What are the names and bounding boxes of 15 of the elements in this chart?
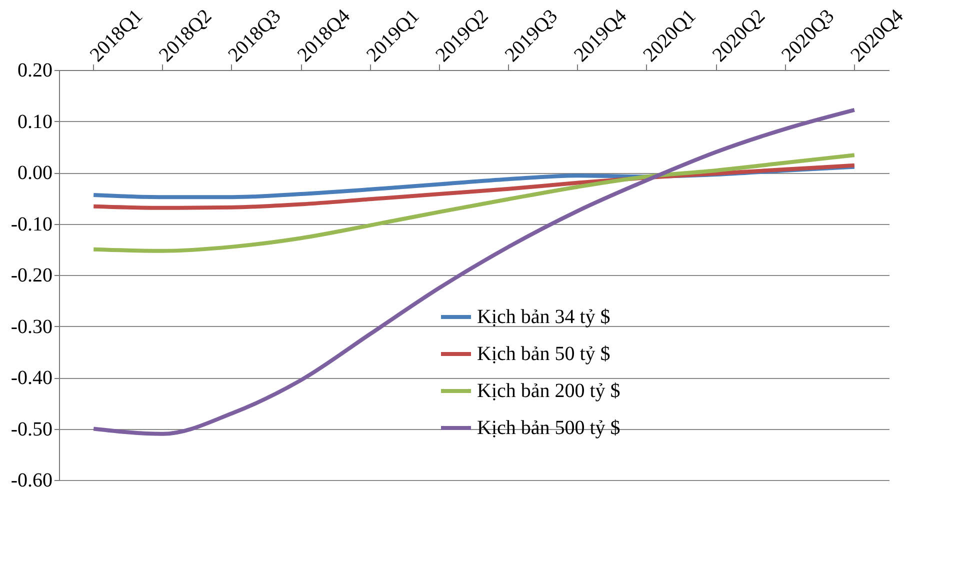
y-tick-label: -0.10 — [10, 213, 52, 236]
y-tick-label: 0.10 — [18, 110, 52, 133]
y-tick-label: 0.00 — [18, 162, 52, 184]
y-tick-label: -0.40 — [10, 367, 52, 389]
y-tick-label: -0.30 — [10, 316, 52, 338]
line-series — [92, 163, 856, 210]
y-tick-label: 0.20 — [18, 60, 52, 82]
line-series — [92, 153, 856, 253]
y-tick-label: -0.60 — [10, 470, 52, 492]
legend-label: Kịch bản 500 tỷ $ — [477, 417, 620, 439]
y-tick-label: -0.20 — [10, 264, 52, 286]
y-tick-label: -0.50 — [10, 418, 52, 440]
legend-label: Kịch bản 34 tỷ $ — [477, 306, 610, 328]
legend-label: Kịch bản 50 tỷ $ — [477, 343, 610, 365]
legend-label: Kịch bản 200 tỷ $ — [477, 380, 620, 402]
